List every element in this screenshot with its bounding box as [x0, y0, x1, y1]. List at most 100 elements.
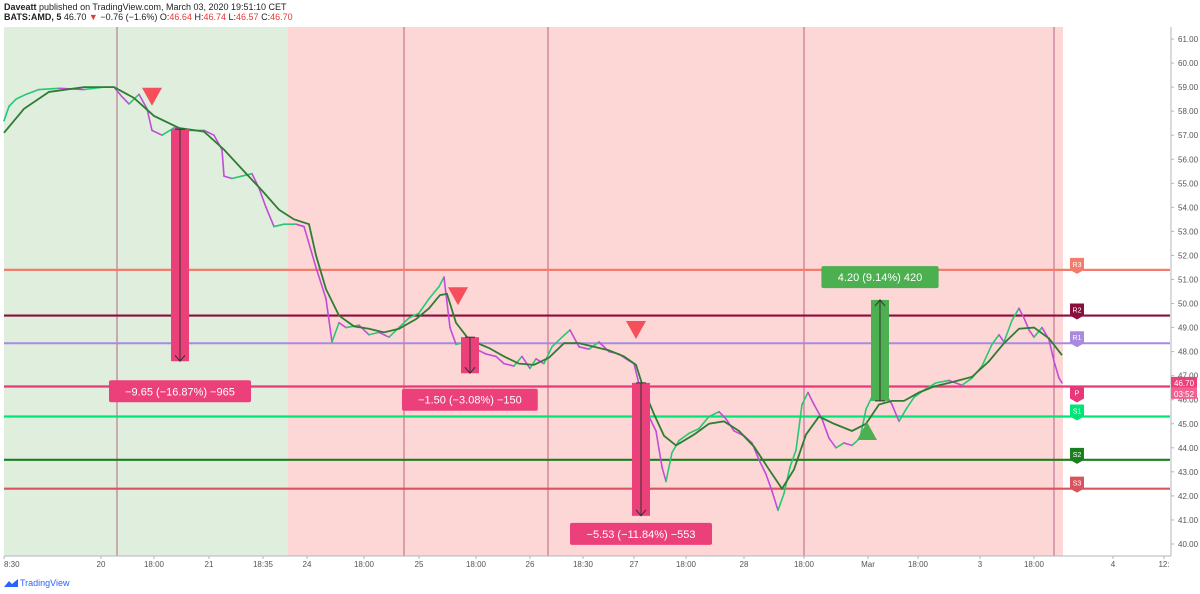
price-segment	[1053, 360, 1060, 379]
price-segment	[15, 93, 27, 100]
price-segment	[898, 408, 907, 423]
price-segment	[3, 105, 10, 122]
y-tick-label: 52.00	[1178, 251, 1199, 260]
last-price-label: 46.70	[1174, 379, 1195, 388]
price-segment	[331, 321, 340, 343]
trade-arrow-head-icon	[874, 299, 886, 307]
sell-signal-icon	[448, 287, 468, 306]
y-tick-label: 56.00	[1178, 155, 1199, 164]
price-segment	[151, 129, 163, 137]
price-segment	[428, 285, 440, 300]
pivot-badge-r2	[1070, 303, 1084, 320]
price-segment	[295, 223, 305, 228]
publish-details: published on TradingView.com, March 03, …	[39, 2, 287, 12]
publish-info: Daveatt published on TradingView.com, Ma…	[4, 2, 287, 12]
price-segment	[843, 442, 853, 447]
price-segment	[821, 418, 830, 439]
price-segment	[661, 466, 667, 483]
price-segment	[655, 430, 663, 468]
y-tick-label: 44.00	[1178, 444, 1199, 453]
price-segment	[265, 206, 275, 228]
y-tick-label: 60.00	[1178, 59, 1199, 68]
open-value: 46.64	[169, 12, 192, 22]
x-tick-label: 3	[978, 560, 983, 569]
y-tick-label: 53.00	[1178, 227, 1199, 236]
x-tick-label: 21	[205, 560, 214, 569]
pivot-badge-s3	[1070, 476, 1084, 493]
x-tick-label: 18:00	[466, 560, 487, 569]
trade-result-label: −9.65 (−16.87%) −965	[125, 386, 235, 398]
y-tick-label: 46.00	[1178, 396, 1199, 405]
trend-region-bullish	[117, 27, 288, 556]
price-segment	[398, 317, 410, 329]
trade-result-label-box	[821, 266, 939, 289]
x-tick-label: 27	[630, 560, 639, 569]
y-tick-label: 59.00	[1178, 83, 1199, 92]
price-segment	[665, 451, 673, 483]
trade-result-label: −1.50 (−3.08%) −150	[418, 395, 522, 407]
countdown-label: 03:52	[1174, 390, 1195, 399]
price-segment	[485, 353, 497, 358]
y-tick-label: 41.00	[1178, 516, 1199, 525]
y-tick-label: 54.00	[1178, 203, 1199, 212]
price-segment	[789, 449, 797, 468]
high-label: H:	[194, 12, 204, 22]
price-segment	[325, 297, 333, 343]
y-tick-label: 42.00	[1178, 492, 1199, 501]
x-tick-label: 18:00	[1024, 560, 1045, 569]
price-segment	[443, 276, 451, 329]
symbol-name: BATS:AMD, 5	[4, 12, 62, 22]
price-segment	[765, 473, 773, 492]
price-segment	[503, 362, 515, 367]
trade-arrow-head-icon	[174, 354, 186, 363]
author-name[interactable]: Daveatt	[4, 2, 37, 12]
price-segment	[303, 225, 317, 269]
trade-result-label: −5.53 (−11.84%) −553	[587, 529, 696, 541]
tradingview-logo-icon	[4, 579, 18, 587]
price-segment	[891, 403, 900, 423]
x-tick-label: 28	[740, 560, 749, 569]
down-arrow-icon: ▼	[88, 12, 98, 22]
price-segment	[758, 459, 767, 476]
price-segment	[961, 377, 973, 387]
countdown-tag	[1171, 387, 1197, 399]
x-tick-label: 12:	[1158, 560, 1169, 569]
x-tick-label: 20	[97, 560, 106, 569]
price-segment	[678, 432, 690, 442]
y-tick-label: 61.00	[1178, 35, 1199, 44]
moving-average-line	[3, 86, 1063, 491]
price-segment	[529, 358, 537, 370]
pivot-badge-s1	[1070, 404, 1084, 421]
price-segment	[1003, 319, 1013, 343]
trade-arrow-head-icon	[635, 509, 647, 517]
price-segment	[578, 346, 590, 351]
tradingview-footer[interactable]: TradingView	[4, 578, 70, 588]
x-tick-label: 18:00	[144, 560, 165, 569]
x-tick-label: 18:00	[908, 560, 929, 569]
pivot-badge-r3	[1070, 257, 1084, 274]
price-segment	[648, 415, 657, 432]
y-tick-label: 58.00	[1178, 107, 1199, 116]
price-segment	[1033, 326, 1043, 338]
y-tick-label: 43.00	[1178, 468, 1199, 477]
price-change: −0.76 (−1.6%)	[100, 12, 158, 22]
last-price: 46.70	[63, 12, 87, 22]
price-segment	[449, 326, 457, 346]
price-segment	[828, 437, 837, 449]
price-segment	[991, 333, 1000, 346]
price-segment	[38, 87, 60, 91]
trade-result-label-box	[570, 522, 712, 545]
price-segment	[258, 187, 267, 209]
trade-result-label-box	[109, 380, 251, 403]
trade-result-label-box	[402, 388, 538, 411]
price-segment	[1011, 307, 1020, 322]
price-segment	[221, 148, 225, 177]
price-segment	[698, 415, 710, 430]
x-tick-label: Mar	[861, 560, 875, 569]
x-tick-label: 26	[526, 560, 535, 569]
price-segment	[718, 410, 727, 420]
price-segment	[495, 355, 505, 365]
pivot-label-r1: R1	[1073, 335, 1082, 342]
y-tick-label: 51.00	[1178, 275, 1199, 284]
